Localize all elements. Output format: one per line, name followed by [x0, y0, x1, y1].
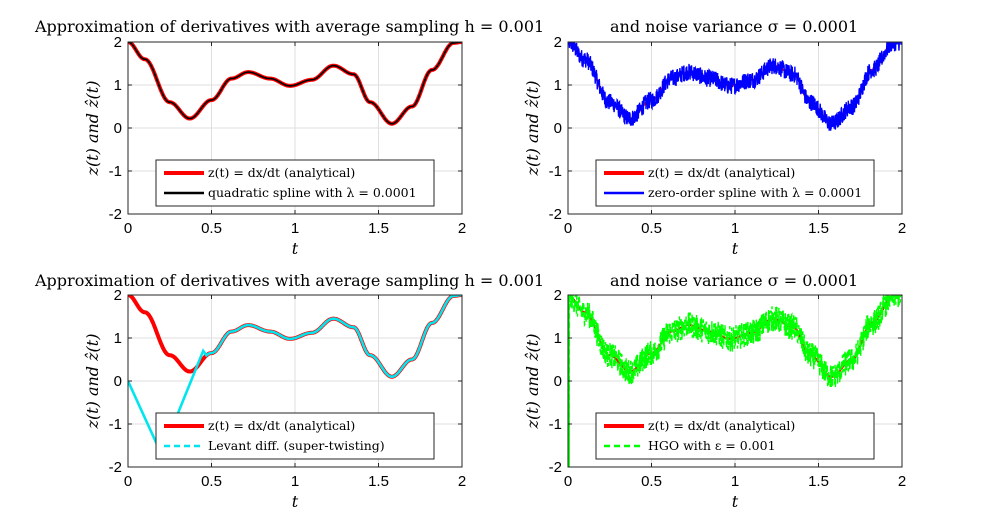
- legend-box: [595, 159, 875, 207]
- x-tick-label: 1.5: [808, 473, 829, 490]
- y-axis-label: z(t) and ẑ(t): [83, 81, 102, 177]
- legend-box: [155, 159, 435, 207]
- y-tick-label: -1: [549, 163, 562, 180]
- x-tick-label: 0: [564, 220, 572, 237]
- legend-box: [595, 412, 875, 460]
- x-tick-label: 0.5: [641, 220, 662, 237]
- x-tick-label: 1: [731, 220, 739, 237]
- x-tick-label: 0: [124, 220, 132, 237]
- x-axis-label: t: [732, 239, 739, 258]
- x-axis-label: t: [292, 492, 299, 511]
- series-line-estimate: [128, 42, 462, 125]
- y-tick-label: 2: [114, 287, 122, 304]
- y-tick-label: 1: [114, 330, 122, 347]
- x-tick-label: 1.5: [808, 220, 829, 237]
- y-tick-label: -2: [109, 206, 122, 223]
- x-tick-label: 1: [291, 220, 299, 237]
- x-tick-label: 0.5: [201, 220, 222, 237]
- y-tick-label: -2: [109, 459, 122, 476]
- series-line-estimate: [568, 295, 902, 467]
- y-tick-label: 0: [114, 373, 122, 390]
- series-group: [128, 295, 462, 458]
- legend-entry: Levant diff. (super-twisting): [208, 438, 385, 453]
- row1-title-right: and noise variance σ = 0.0001: [610, 17, 858, 36]
- plot-bottom-right: 0 0.5 1 1.5 2 -2 -1 0 1 2 t z(t) and ẑ(t) z(t) = dx/…: [523, 287, 906, 511]
- x-tick-label: 0: [124, 473, 132, 490]
- y-tick-label: -2: [549, 206, 562, 223]
- legend-entry: quadratic spline with λ = 0.0001: [208, 185, 417, 200]
- y-tick-label: 1: [554, 77, 562, 94]
- legend: z(t) = dx/dt (analytical) zero-order spli…: [595, 159, 875, 207]
- legend-entry: z(t) = dx/dt (analytical): [648, 418, 795, 433]
- y-tick-label: 0: [554, 120, 562, 137]
- x-tick-label: 1: [291, 473, 299, 490]
- plot-top-right: 0 0.5 1 1.5 2 -2 -1 0 1 2 t z(t) and ẑ(t) z(t) = dx/…: [523, 34, 906, 258]
- y-tick-label: 0: [554, 373, 562, 390]
- legend: z(t) = dx/dt (analytical) quadratic splin…: [155, 159, 435, 207]
- legend: z(t) = dx/dt (analytical) Levant diff. (s…: [155, 412, 435, 460]
- x-tick-label: 0.5: [641, 473, 662, 490]
- plot-bottom-left: 0 0.5 1 1.5 2 -2 -1 0 1 2 t z(t) and ẑ(t) z(t) = dx/…: [83, 287, 466, 511]
- legend-entry: z(t) = dx/dt (analytical): [208, 165, 355, 180]
- legend-box: [155, 412, 435, 460]
- x-tick-label: 0: [564, 473, 572, 490]
- y-axis-label: z(t) and ẑ(t): [523, 334, 542, 430]
- row1-title-left: Approximation of derivatives with averag…: [34, 17, 544, 36]
- x-tick-label: 1.5: [368, 473, 389, 490]
- x-tick-label: 2: [458, 473, 466, 490]
- x-axis-label: t: [732, 492, 739, 511]
- plot-top-left: 0 0.5 1 1.5 2 -2 -1 0 1 2 t z(t) and ẑ(t) z(t) = dx/…: [83, 34, 466, 258]
- x-axis-label: t: [292, 239, 299, 258]
- legend: z(t) = dx/dt (analytical) HGO with ε = 0.…: [595, 412, 875, 460]
- y-tick-label: 1: [554, 330, 562, 347]
- row2-title-right: and noise variance σ = 0.0001: [610, 271, 858, 290]
- y-tick-label: -1: [109, 163, 122, 180]
- x-tick-label: 2: [458, 220, 466, 237]
- legend-entry: HGO with ε = 0.001: [648, 438, 776, 453]
- x-tick-label: 1: [731, 473, 739, 490]
- legend-entry: z(t) = dx/dt (analytical): [208, 418, 355, 433]
- y-tick-label: 2: [554, 287, 562, 304]
- x-tick-label: 2: [898, 473, 906, 490]
- y-tick-label: 2: [114, 34, 122, 51]
- y-tick-label: -1: [549, 416, 562, 433]
- series-line-estimate: [128, 295, 462, 458]
- series-group: [128, 42, 462, 126]
- y-tick-label: -1: [109, 416, 122, 433]
- y-axis-label: z(t) and ẑ(t): [523, 81, 542, 177]
- y-tick-label: 1: [114, 77, 122, 94]
- x-tick-label: 2: [898, 220, 906, 237]
- series-line-estimate: [568, 42, 902, 131]
- y-tick-label: -2: [549, 459, 562, 476]
- y-axis-label: z(t) and ẑ(t): [83, 334, 102, 430]
- series-group: [568, 295, 902, 467]
- y-tick-label: 0: [114, 120, 122, 137]
- series-group: [568, 42, 902, 131]
- row2-title-left: Approximation of derivatives with averag…: [34, 271, 544, 290]
- y-tick-label: 2: [554, 34, 562, 51]
- x-tick-label: 0.5: [201, 473, 222, 490]
- legend-entry: zero-order spline with λ = 0.0001: [648, 185, 862, 200]
- legend-entry: z(t) = dx/dt (analytical): [648, 165, 795, 180]
- x-tick-label: 1.5: [368, 220, 389, 237]
